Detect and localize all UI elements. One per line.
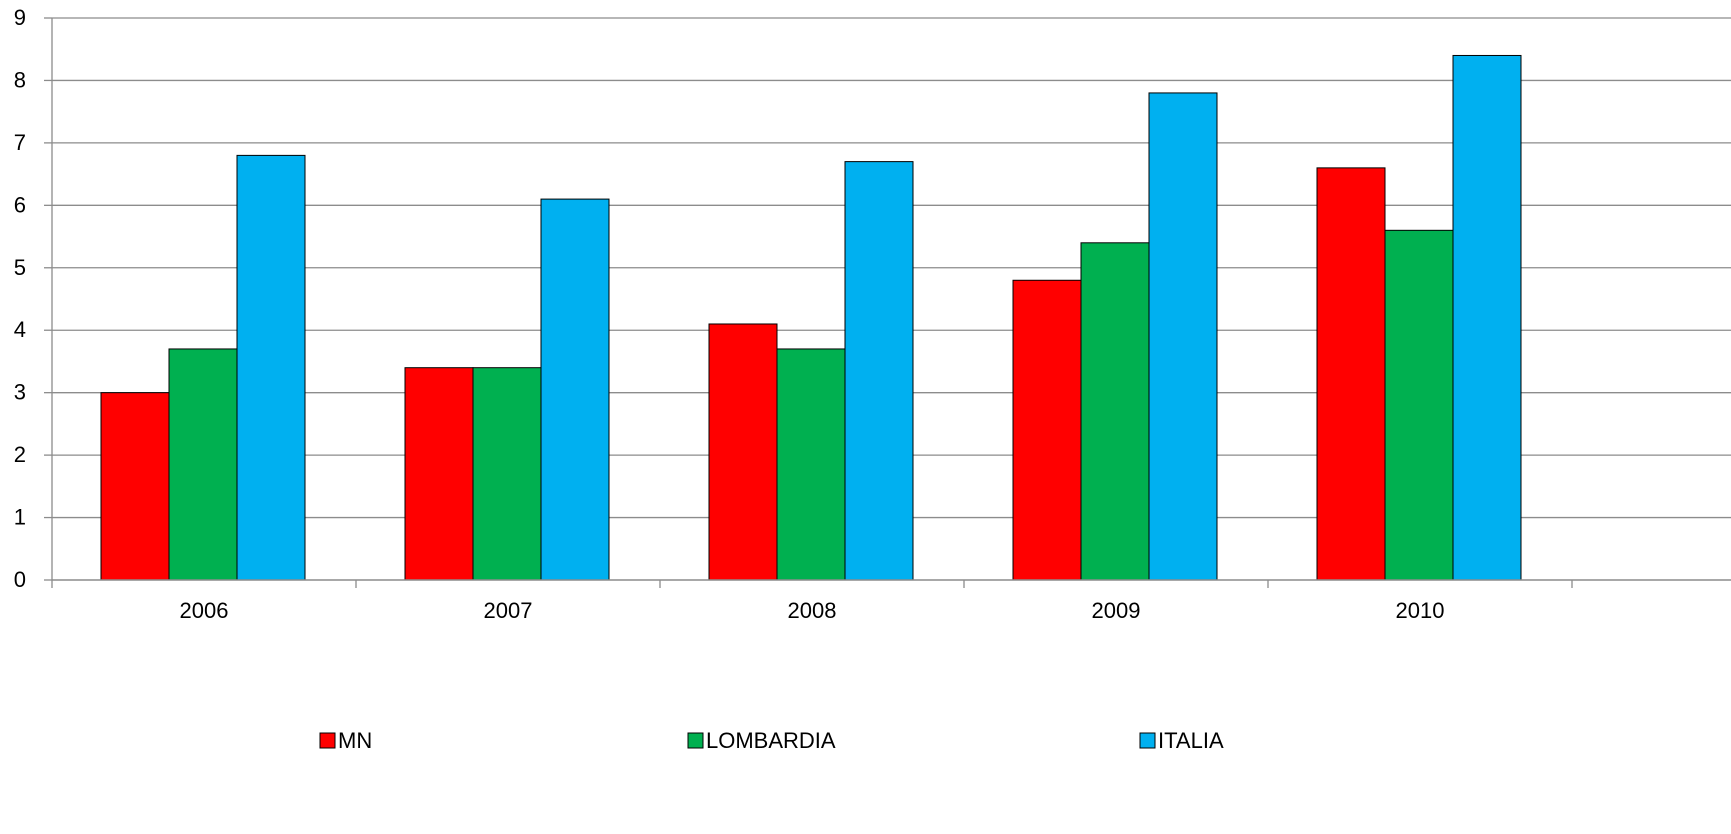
legend-swatch-mn <box>319 732 336 749</box>
legend-label-italia: ITALIA <box>1158 728 1224 753</box>
y-tick-label: 2 <box>14 442 26 467</box>
bars <box>100 54 1522 581</box>
bar-lombardia-2010 <box>1384 229 1454 581</box>
bar-lombardia-2006 <box>168 348 238 581</box>
bar-mn-2007 <box>404 367 474 581</box>
bar-italia-2007 <box>540 198 610 581</box>
legend-label-mn: MN <box>338 728 372 753</box>
bar-mn-2008 <box>708 323 778 581</box>
y-tick-label: 8 <box>14 67 26 92</box>
bar-lombardia-2007 <box>472 367 542 581</box>
y-tick-label: 6 <box>14 192 26 217</box>
x-tick-label: 2010 <box>1396 598 1445 623</box>
x-tick-label: 2006 <box>180 598 229 623</box>
legend-swatch-lombardia <box>687 732 704 749</box>
y-tick-label: 1 <box>14 505 26 530</box>
bar-italia-2009 <box>1148 92 1218 581</box>
axes: 0 1 2 3 4 5 6 7 8 9 2006 2007 2008 2009 2010 <box>14 5 1731 623</box>
bar-mn-2006 <box>100 392 170 581</box>
bar-lombardia-2009 <box>1080 242 1150 581</box>
bar-mn-2010 <box>1316 167 1386 581</box>
y-tick-label: 4 <box>14 317 26 342</box>
bar-italia-2010 <box>1452 54 1522 581</box>
bar-mn-2009 <box>1012 279 1082 581</box>
bar-lombardia-2008 <box>776 348 846 581</box>
bar-italia-2008 <box>844 161 914 581</box>
x-tick-label: 2008 <box>788 598 837 623</box>
legend-label-lombardia: LOMBARDIA <box>706 728 836 753</box>
x-tick-label: 2007 <box>484 598 533 623</box>
legend: MN LOMBARDIA ITALIA <box>319 728 1224 753</box>
bar-italia-2006 <box>236 154 306 581</box>
x-tick-label: 2009 <box>1092 598 1141 623</box>
y-tick-label: 3 <box>14 380 26 405</box>
y-tick-label: 0 <box>14 567 26 592</box>
legend-swatch-italia <box>1139 732 1156 749</box>
y-tick-label: 7 <box>14 130 26 155</box>
y-tick-label: 5 <box>14 255 26 280</box>
y-tick-label: 9 <box>14 5 26 30</box>
